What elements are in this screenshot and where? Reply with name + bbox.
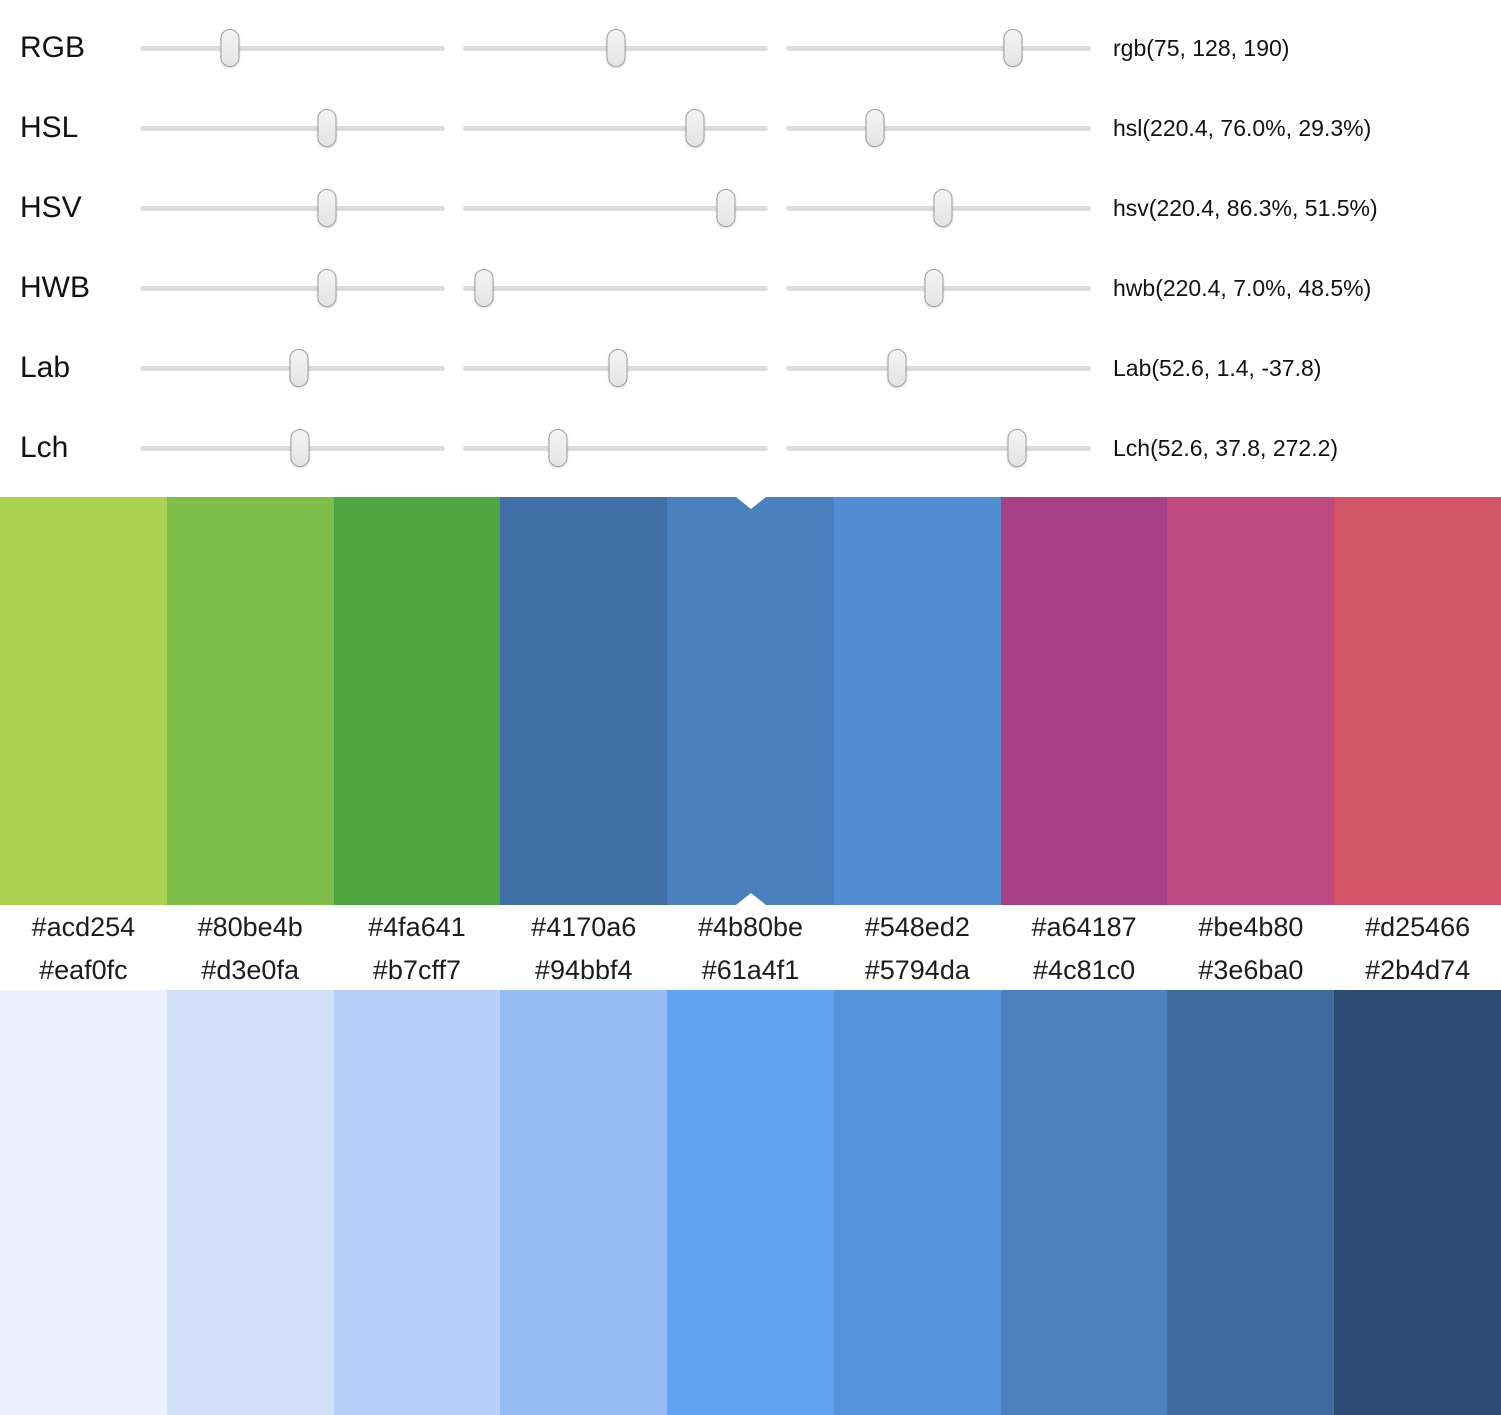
slider-row-rgb: RGB rgb(75, 128, 190)	[0, 8, 1501, 88]
hue-swatch-8[interactable]	[1167, 497, 1335, 905]
hsl-slider-handle-3[interactable]	[865, 109, 885, 147]
shade-swatch-1[interactable]	[0, 990, 167, 1415]
rgb-slider-track-2[interactable]	[463, 29, 768, 67]
slider-row-lab: Lab Lab(52.6, 1.4, -37.8)	[0, 328, 1501, 408]
colorspace-label-hsv: HSV	[20, 191, 82, 224]
colorspace-label-lab: Lab	[20, 351, 71, 384]
colorspace-label-lch: Lch	[20, 431, 69, 464]
rgb-slider-handle-2[interactable]	[606, 29, 626, 67]
hsv-slider-track-2[interactable]	[463, 189, 768, 227]
hsv-slider-handle-3[interactable]	[933, 189, 953, 227]
hwb-slider-track-3[interactable]	[786, 269, 1091, 307]
hsv-slider-track-1[interactable]	[140, 189, 445, 227]
hue-swatch-9[interactable]	[1334, 497, 1501, 905]
hsl-slider-track-3[interactable]	[786, 109, 1091, 147]
hsv-slider-handle-1[interactable]	[317, 189, 337, 227]
hex-label: #eaf0fc	[39, 954, 128, 985]
hex-label: #acd254	[31, 912, 136, 942]
lab-slider-track-2[interactable]	[463, 349, 768, 387]
hwb-slider-handle-3[interactable]	[924, 269, 944, 307]
selection-notch-bottom	[735, 893, 766, 905]
colorspace-label-rgb: RGB	[20, 31, 86, 64]
hex-label: #d3e0fa	[201, 954, 299, 985]
color-value-hsl: hsl(220.4, 76.0%, 29.3%)	[1113, 114, 1372, 141]
hue-swatch-1[interactable]	[0, 497, 167, 905]
hex-label: #a64187	[1031, 912, 1137, 942]
lab-slider-handle-3[interactable]	[887, 349, 907, 387]
color-value-hwb: hwb(220.4, 7.0%, 48.5%)	[1113, 274, 1372, 301]
hsv-slider-track-3[interactable]	[786, 189, 1091, 227]
lab-slider-handle-2[interactable]	[608, 349, 628, 387]
hex-label: #2b4d74	[1365, 954, 1471, 985]
color-value-rgb: rgb(75, 128, 190)	[1113, 34, 1290, 61]
rgb-slider-handle-3[interactable]	[1003, 29, 1023, 67]
hex-label: #5794da	[864, 954, 970, 985]
lch-slider-track-1[interactable]	[140, 429, 445, 467]
hwb-slider-track-1[interactable]	[140, 269, 445, 307]
hsl-slider-track-2[interactable]	[463, 109, 768, 147]
color-value-lch: Lch(52.6, 37.8, 272.2)	[1113, 434, 1339, 461]
lch-slider-track-3[interactable]	[786, 429, 1091, 467]
hwb-slider-handle-2[interactable]	[474, 269, 494, 307]
shade-swatch-7[interactable]	[1000, 990, 1168, 1415]
shade-swatch-5[interactable]	[667, 990, 834, 1415]
hex-label: #4170a6	[531, 912, 637, 942]
slider-row-hwb: HWB hwb(220.4, 7.0%, 48.5%)	[0, 248, 1501, 328]
hwb-slider-handle-1[interactable]	[317, 269, 337, 307]
hex-label: #548ed2	[864, 912, 970, 942]
hex-label: #94bbf4	[534, 954, 633, 985]
hex-label: #be4b80	[1198, 912, 1304, 942]
hex-label: #61a4f1	[701, 954, 800, 985]
slider-panel: RGB rgb(75, 128, 190) HSL hsl(220	[0, 0, 1501, 488]
hex-label: #d25466	[1365, 912, 1471, 942]
shade-swatch-9[interactable]	[1334, 990, 1501, 1415]
colorspace-label-hwb: HWB	[20, 271, 90, 304]
rgb-slider-track-3[interactable]	[786, 29, 1091, 67]
lch-slider-track-2[interactable]	[463, 429, 768, 467]
color-value-lab: Lab(52.6, 1.4, -37.8)	[1113, 354, 1322, 381]
hue-swatch-3[interactable]	[333, 497, 501, 905]
shade-swatch-4[interactable]	[500, 990, 668, 1415]
hue-palette	[0, 497, 1501, 905]
hue-swatch-4[interactable]	[500, 497, 668, 905]
hex-label: #b7cff7	[372, 954, 461, 985]
lch-slider-handle-1[interactable]	[290, 429, 310, 467]
shade-hex-labels: #eaf0fc #d3e0fa #b7cff7 #94bbf4 #61a4f1 …	[0, 950, 1501, 990]
slider-row-hsl: HSL hsl(220.4, 76.0%, 29.3%)	[0, 88, 1501, 168]
hsl-slider-handle-2[interactable]	[685, 109, 705, 147]
lab-slider-handle-1[interactable]	[289, 349, 309, 387]
hex-label: #4fa641	[368, 912, 466, 942]
shade-swatch-6[interactable]	[833, 990, 1001, 1415]
hue-hex-labels: #acd254 #80be4b #4fa641 #4170a6 #4b80be …	[0, 905, 1501, 950]
hex-label: #4b80be	[697, 912, 804, 942]
selection-notch-top	[735, 497, 766, 509]
shade-palette	[0, 990, 1501, 1415]
lch-slider-handle-3[interactable]	[1007, 429, 1027, 467]
slider-row-lch: Lch Lch(52.6, 37.8, 272.2)	[0, 408, 1501, 488]
hue-swatch-6[interactable]	[833, 497, 1001, 905]
hue-swatch-5[interactable]	[667, 497, 834, 905]
shade-swatch-2[interactable]	[166, 990, 334, 1415]
lab-slider-track-1[interactable]	[140, 349, 445, 387]
hue-swatch-2[interactable]	[166, 497, 334, 905]
hsl-slider-track-1[interactable]	[140, 109, 445, 147]
slider-row-hsv: HSV hsv(220.4, 86.3%, 51.5%)	[0, 168, 1501, 248]
hsv-slider-handle-2[interactable]	[716, 189, 736, 227]
hwb-slider-track-2[interactable]	[463, 269, 768, 307]
color-value-hsv: hsv(220.4, 86.3%, 51.5%)	[1113, 194, 1378, 221]
hue-swatch-7[interactable]	[1000, 497, 1168, 905]
rgb-slider-handle-1[interactable]	[220, 29, 240, 67]
hex-label: #3e6ba0	[1198, 954, 1304, 985]
colorspace-label-hsl: HSL	[20, 111, 79, 144]
rgb-slider-track-1[interactable]	[140, 29, 445, 67]
lab-slider-track-3[interactable]	[786, 349, 1091, 387]
shade-swatch-3[interactable]	[333, 990, 501, 1415]
shade-swatch-8[interactable]	[1167, 990, 1335, 1415]
hex-label: #80be4b	[197, 912, 303, 942]
hex-label: #4c81c0	[1033, 954, 1136, 985]
hsl-slider-handle-1[interactable]	[317, 109, 337, 147]
lch-slider-handle-2[interactable]	[548, 429, 568, 467]
